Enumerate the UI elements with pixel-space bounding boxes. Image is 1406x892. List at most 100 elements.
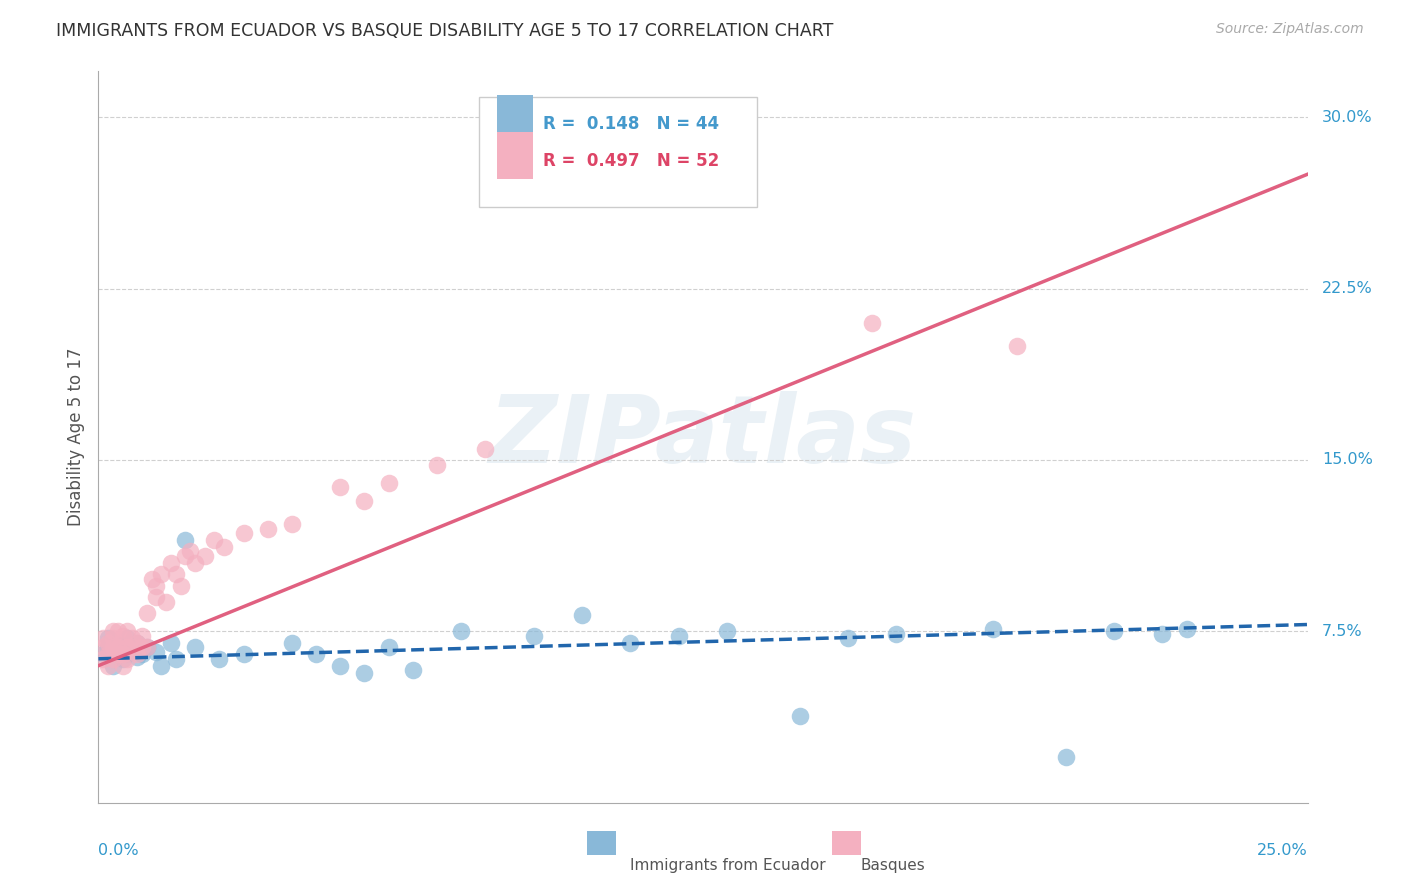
Point (97, 647, 120, 661)
Point (281, 636, 304, 650)
Point (135, 606, 157, 620)
Point (101, 632, 124, 646)
Text: Source: ZipAtlas.com: Source: ZipAtlas.com (1216, 22, 1364, 37)
Point (101, 636, 124, 650)
Point (160, 556, 183, 570)
Point (150, 567, 173, 582)
Point (184, 556, 207, 570)
Point (135, 640, 157, 655)
Point (127, 636, 149, 650)
Point (160, 636, 183, 650)
Point (117, 640, 139, 655)
Point (101, 624, 124, 639)
Point (353, 665, 375, 680)
FancyBboxPatch shape (832, 831, 862, 855)
Point (232, 647, 254, 661)
Point (329, 658, 352, 673)
Point (127, 649, 149, 664)
Point (150, 658, 173, 673)
Text: Immigrants from Ecuador: Immigrants from Ecuador (630, 858, 827, 872)
Text: 15.0%: 15.0% (1322, 452, 1374, 467)
Point (145, 645, 167, 659)
Text: Basques: Basques (860, 858, 925, 872)
Point (141, 572, 163, 586)
Point (117, 632, 139, 646)
Point (886, 626, 908, 640)
Point (131, 640, 153, 655)
Point (212, 540, 235, 554)
Point (174, 549, 197, 563)
FancyBboxPatch shape (479, 97, 758, 207)
Point (165, 567, 187, 582)
Point (107, 647, 129, 661)
Point (179, 544, 201, 558)
Point (91, 647, 114, 661)
Point (101, 640, 124, 655)
Point (155, 595, 177, 609)
Point (208, 652, 231, 666)
Point (281, 516, 304, 531)
Point (107, 624, 129, 639)
Point (135, 640, 157, 655)
Point (131, 629, 153, 643)
Y-axis label: Disability Age 5 to 17: Disability Age 5 to 17 (66, 348, 84, 526)
Point (837, 632, 859, 646)
Point (111, 636, 134, 650)
Text: R =  0.497   N = 52: R = 0.497 N = 52 (543, 152, 720, 169)
Text: 25.0%: 25.0% (1257, 843, 1308, 858)
Point (194, 549, 217, 563)
Point (111, 658, 134, 673)
Point (107, 640, 129, 655)
Point (101, 652, 124, 666)
Point (256, 521, 278, 535)
FancyBboxPatch shape (498, 95, 533, 143)
Text: 22.5%: 22.5% (1322, 281, 1372, 296)
Point (107, 640, 129, 655)
Point (97, 640, 120, 655)
Point (981, 622, 1004, 636)
Point (232, 526, 254, 541)
Text: R =  0.148   N = 44: R = 0.148 N = 44 (543, 115, 720, 133)
Point (117, 624, 139, 639)
Point (127, 647, 149, 661)
Point (121, 640, 143, 655)
FancyBboxPatch shape (498, 132, 533, 179)
Point (305, 647, 328, 661)
Point (131, 647, 153, 661)
Point (145, 579, 167, 593)
Text: 7.5%: 7.5% (1322, 624, 1362, 639)
Text: ZIPatlas: ZIPatlas (489, 391, 917, 483)
Point (426, 458, 449, 472)
Point (1175, 622, 1198, 636)
Point (402, 663, 425, 677)
Point (121, 632, 143, 646)
Point (1007, 338, 1029, 352)
Text: 0.0%: 0.0% (98, 843, 139, 858)
Point (117, 647, 139, 661)
Point (789, 709, 811, 723)
Point (523, 629, 546, 643)
Point (165, 652, 187, 666)
Point (619, 636, 641, 650)
Point (571, 608, 593, 623)
Point (474, 442, 496, 456)
Point (111, 640, 134, 655)
Text: IMMIGRANTS FROM ECUADOR VS BASQUE DISABILITY AGE 5 TO 17 CORRELATION CHART: IMMIGRANTS FROM ECUADOR VS BASQUE DISABI… (56, 22, 834, 40)
FancyBboxPatch shape (586, 831, 616, 855)
Point (174, 533, 197, 547)
Point (107, 647, 129, 661)
Point (97, 636, 120, 650)
Point (91, 632, 114, 646)
Point (353, 494, 375, 508)
Point (101, 658, 124, 673)
Point (111, 647, 134, 661)
Point (91, 640, 114, 655)
Point (668, 629, 690, 643)
Point (97, 632, 120, 646)
Point (111, 652, 134, 666)
Point (450, 624, 472, 639)
Point (111, 629, 134, 643)
Point (860, 316, 883, 330)
Point (184, 640, 207, 655)
Point (145, 590, 167, 604)
